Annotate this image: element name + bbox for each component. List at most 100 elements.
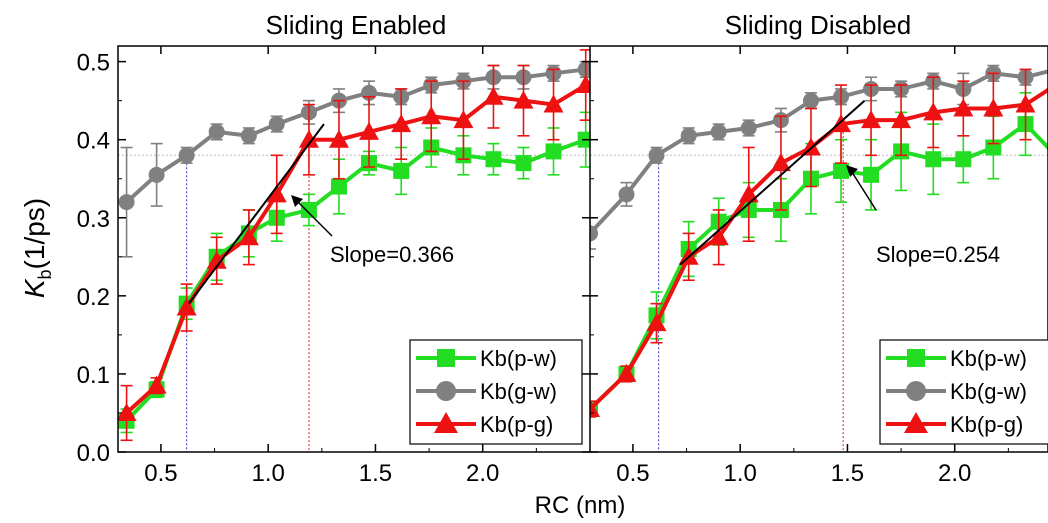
x-tick-label: 0.5	[616, 460, 649, 487]
point-triangle	[891, 110, 912, 129]
point-circle	[577, 61, 590, 78]
slope-annotation-right: Slope=0.254	[876, 242, 1000, 267]
point-square	[330, 178, 347, 195]
point-triangle	[483, 86, 504, 105]
point-circle	[648, 147, 665, 164]
legend-marker-circle	[436, 381, 456, 401]
point-circle	[618, 186, 635, 203]
point-circle	[710, 123, 727, 140]
y-axis-label-main: K	[19, 278, 50, 298]
point-triangle	[800, 137, 821, 156]
annotation-arrow-head	[291, 195, 303, 207]
point-square	[545, 143, 562, 160]
legend-marker-circle	[906, 381, 926, 401]
point-triangle	[770, 153, 791, 172]
series-line-p-w	[125, 137, 587, 423]
point-triangle	[266, 184, 287, 203]
y-tick-label: 0.3	[77, 206, 110, 233]
point-square	[393, 162, 410, 179]
x-tick-label: 2.0	[466, 460, 499, 487]
y-tick-label: 0.1	[77, 362, 110, 389]
point-triangle	[513, 90, 534, 109]
point-triangle	[831, 114, 852, 133]
panel-title-left: Sliding Enabled	[266, 10, 447, 40]
point-square	[925, 151, 942, 168]
point-circle	[680, 127, 697, 144]
annotation-arrow-shaft	[294, 198, 333, 237]
point-triangle	[983, 98, 1004, 117]
point-triangle	[176, 297, 197, 316]
series-line-g-w	[125, 67, 586, 204]
point-triangle	[453, 110, 474, 129]
point-triangle	[359, 121, 380, 140]
legend-right: Kb(p-w) Kb(g-w) Kb(p-g)	[879, 339, 1048, 445]
point-triangle	[391, 114, 412, 133]
point-square	[863, 166, 880, 183]
legend-label: Kb(p-g)	[480, 412, 553, 437]
series-p-g	[118, 49, 590, 442]
plot-area-left	[118, 49, 590, 442]
point-circle	[240, 127, 257, 144]
y-axis-label-sub: b	[35, 269, 55, 279]
series-line-g-w	[590, 69, 1048, 235]
annotation-arrow-head	[846, 165, 858, 177]
point-triangle	[708, 227, 729, 246]
point-circle	[268, 116, 285, 133]
y-axis-label-unit: (1/ps)	[19, 198, 50, 270]
y-tick-label: 0.4	[77, 128, 110, 155]
point-circle	[178, 147, 195, 164]
x-tick-label: 2.0	[938, 460, 971, 487]
legend-label: Kb(g-w)	[480, 379, 557, 404]
point-triangle	[118, 402, 137, 421]
point-triangle	[1015, 94, 1036, 113]
x-tick-label: 1.0	[723, 460, 756, 487]
point-circle	[740, 119, 757, 136]
legend-label: Kb(p-g)	[950, 412, 1023, 437]
point-square	[515, 155, 532, 172]
point-circle	[208, 123, 225, 140]
point-triangle	[953, 98, 974, 117]
x-tick-label: 1.5	[359, 460, 392, 487]
x-axis-label: RC (nm)	[535, 492, 626, 519]
point-triangle	[206, 250, 227, 269]
legend-marker-square	[437, 349, 455, 367]
legend-left: Kb(p-w) Kb(g-w) Kb(p-g)	[409, 339, 583, 445]
legend-marker-triangle	[434, 412, 458, 433]
point-triangle	[298, 129, 319, 148]
point-triangle	[421, 106, 442, 125]
point-square	[833, 162, 850, 179]
legend-label: Kb(g-w)	[950, 379, 1027, 404]
point-triangle	[861, 110, 882, 129]
point-square	[300, 201, 317, 218]
point-circle	[118, 194, 135, 211]
x-tick-label: 0.5	[144, 460, 177, 487]
point-triangle	[575, 75, 590, 94]
slope-line	[188, 123, 325, 305]
y-tick-label: 0.0	[77, 440, 110, 467]
series-line-p-g	[125, 83, 587, 415]
legend-label: Kb(p-w)	[480, 346, 557, 371]
y-tick-label: 0.5	[77, 50, 110, 77]
point-square	[485, 151, 502, 168]
legend-marker-triangle	[904, 412, 928, 433]
y-tick-label: 0.2	[77, 284, 110, 311]
point-circle	[802, 92, 819, 109]
x-tick-label: 1.0	[251, 460, 284, 487]
x-tick-label: 1.5	[831, 460, 864, 487]
point-triangle	[146, 375, 167, 394]
legend-marker-square	[907, 349, 925, 367]
point-triangle	[646, 313, 667, 332]
series-line-p-w	[590, 122, 1048, 411]
slope-line	[679, 99, 866, 266]
point-triangle	[616, 363, 637, 382]
plot-area-right	[590, 64, 1048, 418]
point-triangle	[328, 129, 349, 148]
svg-text:Kb(1/ps): Kb(1/ps)	[19, 198, 55, 298]
point-square	[955, 151, 972, 168]
panel-title-right: Sliding Disabled	[725, 10, 911, 40]
point-triangle	[543, 94, 564, 113]
legend-label: Kb(p-w)	[950, 346, 1027, 371]
point-circle	[590, 225, 598, 242]
point-triangle	[238, 227, 259, 246]
